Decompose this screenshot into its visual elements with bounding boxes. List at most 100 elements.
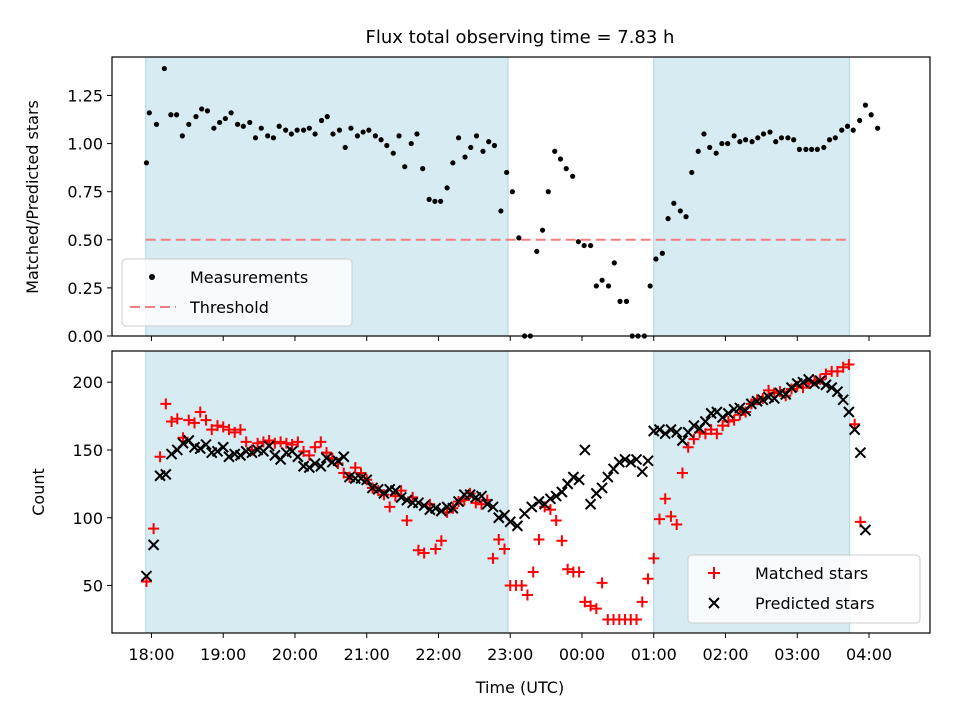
measurement-point	[193, 114, 199, 120]
matched-star-point	[722, 416, 734, 427]
measurement-point	[563, 166, 569, 172]
predicted-star-point	[165, 448, 178, 460]
predicted-star-point	[820, 379, 832, 391]
measurement-point	[199, 106, 205, 112]
matched-star-point	[395, 485, 407, 497]
measurement-point	[875, 125, 881, 131]
predicted-star-point	[745, 398, 758, 410]
legend-matched-label: Matched stars	[755, 564, 868, 583]
measurement-point	[713, 150, 719, 156]
predicted-star-point	[361, 474, 373, 486]
predicted-star-point	[140, 570, 153, 582]
measurement-point	[665, 216, 671, 222]
legend-measurements-label: Measurements	[190, 268, 308, 287]
measurement-point	[396, 133, 402, 139]
measurement-point	[671, 200, 677, 206]
bottom-ytick-label: 100	[72, 509, 103, 528]
measurement-point	[647, 283, 653, 289]
matched-star-point	[676, 467, 688, 479]
top-panel: 0.00 0.25 0.50 0.75 1.00 1.25 Matched/Predict…	[23, 56, 931, 346]
measurement-point	[803, 146, 809, 152]
predicted-star-point	[676, 434, 689, 447]
predicted-star-point	[418, 499, 430, 512]
x-axis-label: Time (UTC)	[475, 678, 564, 697]
predicted-star-point	[332, 455, 344, 467]
top-legend-box	[121, 258, 353, 327]
measurement-point	[153, 121, 160, 127]
measurement-point	[283, 127, 289, 133]
measurement-point	[432, 198, 438, 204]
measurement-point	[366, 127, 372, 133]
measurement-point	[791, 137, 797, 143]
measurement-point	[719, 140, 725, 147]
matched-star-point	[665, 510, 677, 522]
measurement-point	[378, 137, 384, 143]
measurement-point	[868, 112, 874, 118]
bottom-axis-ticks: 50 100 150 200 18:00 19:00 20:00 21:00 22:00 23:0…	[72, 373, 892, 664]
matched-star-point	[412, 544, 424, 556]
matched-star-point	[275, 436, 287, 448]
measurement-point	[342, 144, 348, 151]
matched-star-point	[303, 449, 315, 461]
predicted-star-point	[602, 471, 614, 483]
matched-star-point	[211, 420, 223, 432]
measurement-point	[498, 208, 504, 214]
bottom-shaded-range-0	[145, 350, 509, 634]
matched-star-point	[533, 533, 545, 545]
measurement-point	[258, 125, 264, 131]
matched-star-point	[298, 445, 310, 457]
matched-star-point	[292, 436, 304, 448]
predicted-star-point	[579, 444, 591, 456]
matched-star-point	[234, 424, 246, 436]
predicted-star-point	[785, 381, 798, 394]
matched-star-point	[154, 451, 166, 463]
predicted-star-point	[619, 453, 631, 466]
matched-star-point	[820, 368, 832, 380]
measurement-point	[839, 127, 845, 133]
measurement-point	[785, 135, 791, 141]
measurement-point	[270, 135, 277, 141]
top-ytick-label: 0.00	[67, 327, 103, 346]
predicted-star-point	[194, 442, 206, 455]
top-ytick-label: 0.25	[67, 279, 103, 298]
matched-star-point	[682, 441, 694, 453]
measurement-point	[265, 133, 271, 139]
matched-star-point	[470, 497, 482, 509]
measurement-point	[336, 127, 343, 133]
top-ylabel: Matched/Predicted stars	[23, 100, 42, 294]
bottom-ytick-label: 150	[72, 441, 103, 460]
matched-star-point	[384, 501, 396, 513]
measurement-point	[354, 133, 360, 139]
measurement-point	[778, 135, 785, 141]
xtick-label: 22:00	[415, 645, 461, 664]
matched-star-point	[843, 359, 855, 371]
matched-star-point	[140, 575, 152, 587]
matched-star-point	[309, 441, 321, 453]
matched-star-point	[831, 365, 843, 377]
matched-star-point	[252, 437, 264, 449]
predicted-star-point	[147, 539, 160, 551]
matched-star-point	[189, 417, 201, 429]
matched-star-point	[418, 547, 430, 559]
top-ytick-label: 0.75	[67, 183, 103, 202]
matched-star-point	[573, 566, 585, 578]
matched-star-point	[171, 413, 183, 425]
legend-predicted-label: Predicted stars	[755, 594, 875, 613]
measurement-point	[330, 131, 336, 137]
bottom-legend: Matched stars Predicted stars	[687, 554, 921, 624]
measurement-point	[468, 144, 474, 151]
legend-threshold-label: Threshold	[189, 298, 269, 317]
measurement-point	[570, 173, 576, 179]
chart-title: Flux total observing time = 7.83 h	[366, 27, 675, 48]
predicted-star-point	[584, 498, 597, 510]
measurement-point	[844, 123, 851, 129]
matched-star-point	[717, 420, 729, 432]
measurement-point	[653, 256, 659, 262]
predicted-star-point	[573, 474, 585, 486]
measurement-point	[420, 166, 426, 172]
predicted-star-point	[659, 427, 671, 440]
top-ytick-label: 1.00	[67, 135, 103, 154]
top-shaded-range-1	[653, 56, 851, 337]
measurement-point	[211, 125, 217, 131]
